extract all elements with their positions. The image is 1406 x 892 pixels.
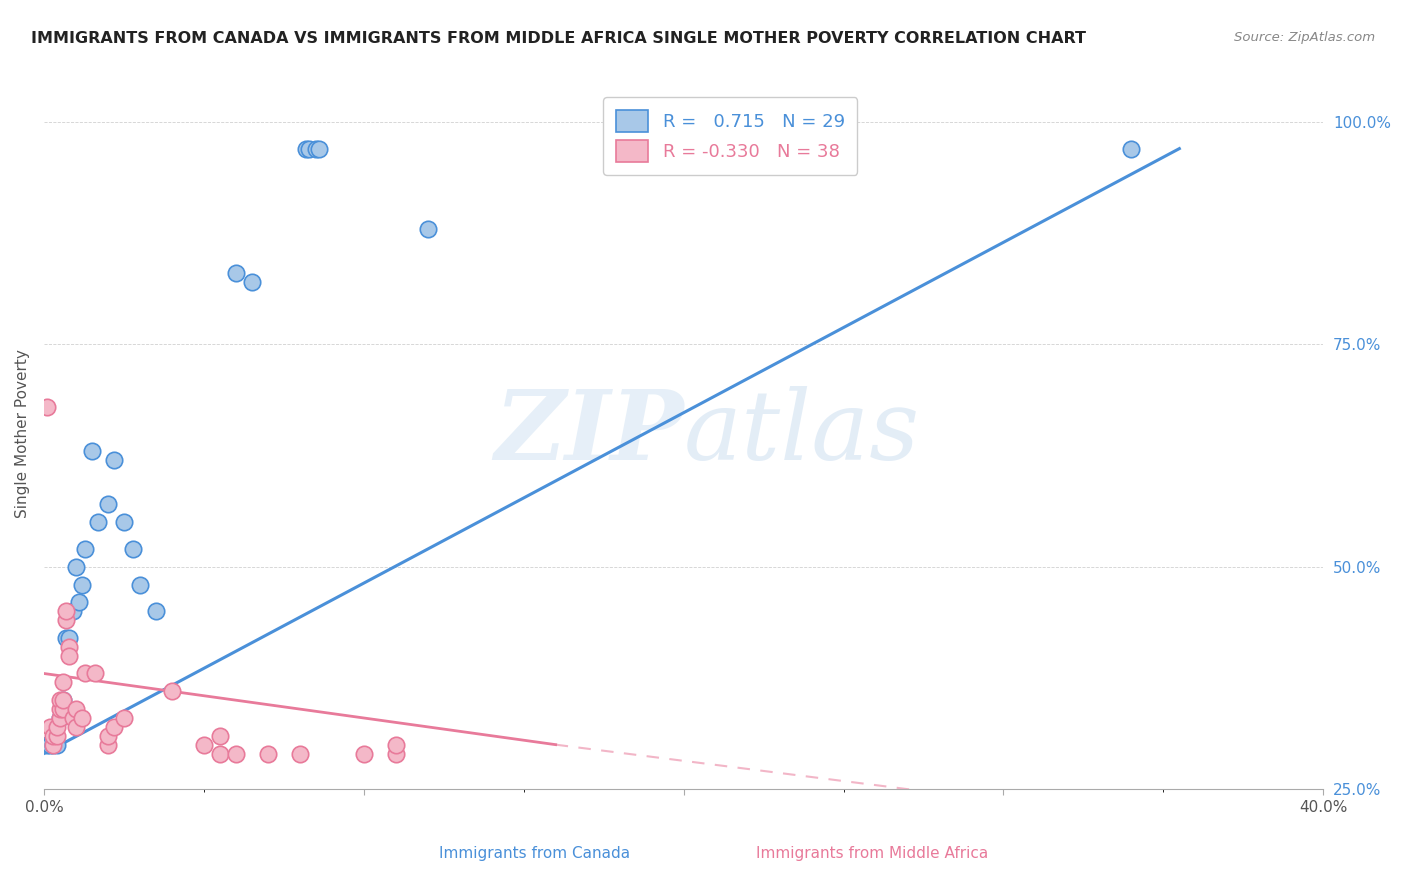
Point bbox=[295, 142, 318, 156]
Point bbox=[39, 738, 62, 752]
Point bbox=[72, 711, 94, 725]
Point bbox=[97, 498, 120, 512]
Point bbox=[97, 738, 120, 752]
Point bbox=[208, 747, 231, 761]
Point bbox=[58, 640, 80, 654]
Point bbox=[160, 684, 183, 698]
Point bbox=[103, 720, 125, 734]
Point bbox=[87, 515, 110, 529]
Point bbox=[39, 720, 62, 734]
Point bbox=[45, 729, 67, 743]
Point bbox=[52, 693, 75, 707]
Point bbox=[62, 604, 84, 618]
Point bbox=[112, 711, 135, 725]
Text: Immigrants from Canada: Immigrants from Canada bbox=[439, 846, 630, 861]
Point bbox=[55, 604, 77, 618]
Point bbox=[35, 400, 58, 414]
Point bbox=[49, 711, 72, 725]
Point bbox=[416, 221, 439, 235]
Point bbox=[225, 747, 247, 761]
Point bbox=[256, 747, 278, 761]
Text: atlas: atlas bbox=[683, 386, 920, 480]
Point bbox=[65, 559, 87, 574]
Point bbox=[52, 693, 75, 707]
Point bbox=[52, 702, 75, 716]
Point bbox=[58, 648, 80, 663]
Point bbox=[84, 666, 107, 681]
Point bbox=[55, 613, 77, 627]
Point bbox=[58, 631, 80, 645]
Text: Source: ZipAtlas.com: Source: ZipAtlas.com bbox=[1234, 31, 1375, 45]
Point bbox=[308, 142, 330, 156]
Point bbox=[353, 747, 375, 761]
Point bbox=[384, 747, 406, 761]
Point bbox=[55, 631, 77, 645]
Text: ZIP: ZIP bbox=[494, 386, 683, 480]
Point bbox=[62, 711, 84, 725]
Point bbox=[208, 729, 231, 743]
Y-axis label: Single Mother Poverty: Single Mother Poverty bbox=[15, 349, 30, 517]
Point bbox=[49, 711, 72, 725]
Legend: R =   0.715   N = 29, R = -0.330   N = 38: R = 0.715 N = 29, R = -0.330 N = 38 bbox=[603, 97, 858, 175]
Point bbox=[75, 666, 97, 681]
Point bbox=[67, 595, 90, 609]
Point bbox=[45, 738, 67, 752]
Text: Immigrants from Middle Africa: Immigrants from Middle Africa bbox=[755, 846, 988, 861]
Point bbox=[128, 577, 150, 591]
Point bbox=[103, 453, 125, 467]
Point bbox=[512, 827, 534, 841]
Point bbox=[288, 747, 311, 761]
Point bbox=[298, 142, 321, 156]
Point bbox=[42, 729, 65, 743]
Point bbox=[65, 720, 87, 734]
Point bbox=[49, 693, 72, 707]
Point bbox=[97, 729, 120, 743]
Point bbox=[240, 275, 263, 289]
Text: IMMIGRANTS FROM CANADA VS IMMIGRANTS FROM MIDDLE AFRICA SINGLE MOTHER POVERTY CO: IMMIGRANTS FROM CANADA VS IMMIGRANTS FRO… bbox=[31, 31, 1085, 46]
Point bbox=[35, 738, 58, 752]
Point bbox=[65, 702, 87, 716]
Point bbox=[384, 738, 406, 752]
Point bbox=[122, 541, 145, 556]
Point bbox=[75, 541, 97, 556]
Point bbox=[145, 604, 167, 618]
Point bbox=[305, 142, 328, 156]
Point bbox=[49, 702, 72, 716]
Point bbox=[193, 738, 215, 752]
Point bbox=[112, 515, 135, 529]
Point bbox=[42, 738, 65, 752]
Point bbox=[45, 720, 67, 734]
Point bbox=[72, 577, 94, 591]
Point bbox=[42, 738, 65, 752]
Point bbox=[80, 444, 103, 458]
Point bbox=[52, 675, 75, 690]
Point bbox=[225, 266, 247, 280]
Point bbox=[1121, 142, 1143, 156]
